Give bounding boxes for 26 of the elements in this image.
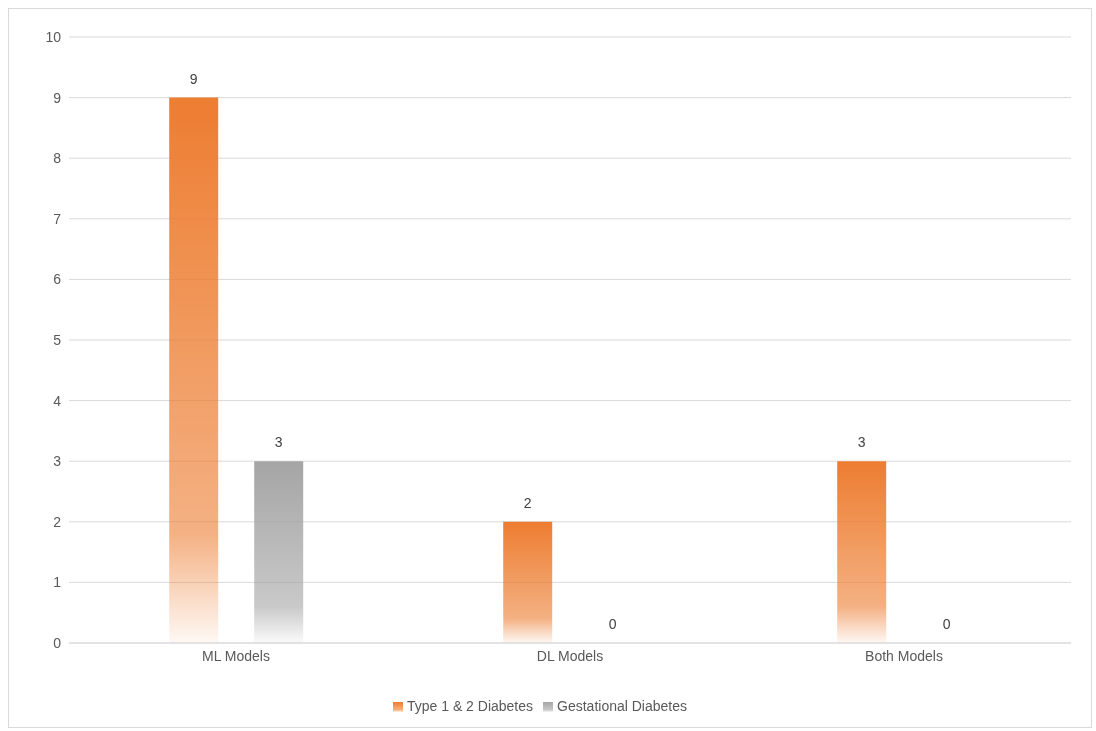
bar (503, 521, 553, 643)
bar (169, 97, 219, 643)
y-tick-label: 10 (45, 28, 62, 45)
bar (254, 461, 304, 643)
data-label: 3 (274, 434, 283, 451)
legend-label: Type 1 & 2 Diabetes (406, 698, 534, 714)
y-tick-label: 3 (53, 453, 62, 470)
data-label: 2 (523, 494, 532, 511)
x-tick-label: Both Models (865, 647, 943, 664)
x-tick-label: ML Models (202, 647, 270, 664)
data-label: 3 (857, 434, 866, 451)
y-tick-label: 1 (53, 574, 62, 591)
y-tick-label: 9 (53, 89, 62, 106)
x-tick-label: DL Models (536, 647, 604, 664)
y-tick-label: 4 (53, 392, 62, 409)
legend-label: Gestational Diabetes (557, 698, 688, 714)
y-tick-label: 6 (53, 271, 62, 288)
y-tick-label: 8 (53, 150, 62, 167)
y-tick-label: 0 (53, 634, 62, 651)
data-label: 0 (942, 615, 951, 632)
y-tick-label: 7 (53, 210, 62, 227)
y-tick-label: 5 (53, 331, 62, 348)
y-tick-label: 2 (53, 513, 62, 530)
data-label: 0 (608, 615, 617, 632)
bar (837, 461, 887, 643)
data-label: 9 (189, 70, 198, 87)
